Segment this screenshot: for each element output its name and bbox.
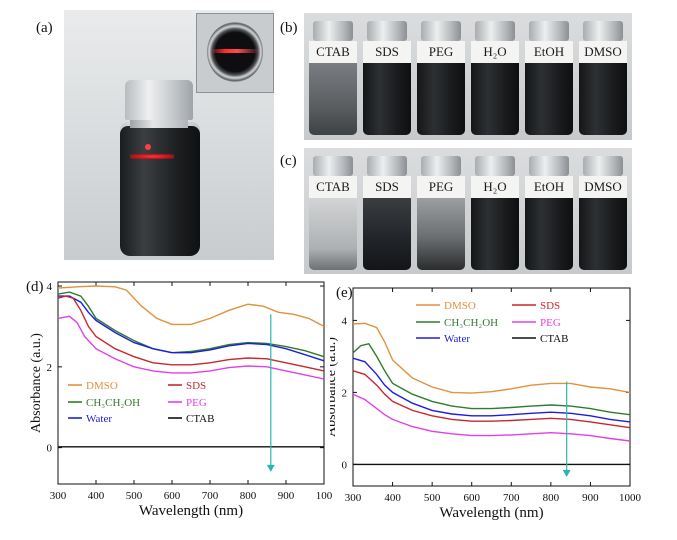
x-tick-label: 500: [424, 492, 441, 504]
x-tick-label: 100: [316, 490, 333, 502]
panel-label-a: (a): [36, 20, 53, 36]
laser-spot: [145, 144, 151, 150]
vial-b-6: DMSO: [579, 21, 627, 135]
series-line-peg: [352, 393, 631, 442]
vial-label: DMSO: [579, 41, 627, 63]
plot-frame: [352, 287, 631, 487]
legend-entry: SDS: [540, 300, 560, 312]
series-line-water: [352, 357, 631, 423]
y-tick-label: 4: [342, 315, 348, 327]
x-tick-label: 900: [582, 492, 599, 504]
x-tick-label: 900: [278, 490, 295, 502]
legend-entry: Water: [86, 413, 112, 425]
y-tick-label: 0: [47, 443, 53, 455]
series-line-water: [58, 295, 325, 362]
inset-laser-beam: [210, 49, 260, 53]
x-axis-label: Wavelength (nm): [139, 503, 243, 519]
series-line-dmso: [352, 322, 631, 394]
legend-entry: Water: [444, 333, 470, 345]
x-tick-label: 800: [543, 492, 560, 504]
y-tick-label: 2: [342, 387, 348, 399]
legend-entry: CH₃CH₂OH: [444, 317, 498, 329]
vial-dark-dispersion: [120, 126, 200, 256]
vial-c-5: EtOH: [525, 156, 573, 270]
series-line-sds: [352, 370, 631, 429]
x-tick-label: 800: [240, 490, 257, 502]
x-tick-label: 600: [164, 490, 181, 502]
series-line-sds: [57, 295, 325, 372]
vial-label: SDS: [363, 41, 411, 63]
series-line-peg: [57, 315, 325, 380]
x-tick-label: 700: [503, 492, 520, 504]
vial-label: H₂O: [471, 41, 519, 63]
vial-threaded-top: [125, 80, 193, 120]
plot-frame: [57, 281, 325, 485]
panel-label-e: (e): [336, 285, 353, 301]
vial-b-5: EtOH: [525, 21, 573, 135]
y-axis-label: Absorbance (a.u.): [330, 337, 339, 437]
x-tick-label: 300: [345, 492, 362, 504]
panel-label-d: (d): [26, 279, 44, 295]
photo-vials-row-c: CTAB SDS PEG H₂O EtOH DMSO: [304, 148, 632, 274]
panel-label-c: (c): [280, 153, 297, 169]
vial-c-4: H₂O: [471, 156, 519, 270]
x-tick-label: 700: [202, 490, 219, 502]
trend-arrow-head: [266, 464, 275, 472]
panel-label-b: (b): [280, 20, 298, 36]
vial-label: CTAB: [309, 176, 357, 198]
legend-entry: CH₃CH₂OH: [86, 397, 140, 409]
photo-vials-row-b: CTAB SDS PEG H₂O EtOH DMSO: [304, 13, 632, 140]
legend-entry: PEG: [186, 397, 207, 409]
vial-label: H₂O: [471, 176, 519, 198]
vial-b-2: SDS: [363, 21, 411, 135]
vial-label: CTAB: [309, 41, 357, 63]
y-tick-label: 4: [47, 281, 53, 293]
legend-entry: SDS: [186, 380, 206, 392]
x-tick-label: 300: [50, 490, 67, 502]
legend-entry: CTAB: [186, 413, 214, 425]
y-tick-label: 0: [342, 459, 348, 471]
legend-entry: DMSO: [86, 380, 118, 392]
vial-b-4: H₂O: [471, 21, 519, 135]
series-line-ch3ch2oh: [352, 343, 631, 416]
x-tick-label: 400: [88, 490, 105, 502]
vial-label: DMSO: [579, 176, 627, 198]
photo-vial-laser: [64, 10, 274, 260]
trend-arrow-head: [562, 470, 571, 477]
laser-beam: [130, 154, 174, 159]
x-tick-label: 500: [126, 490, 143, 502]
vial-c-6: DMSO: [579, 156, 627, 270]
legend-entry: DMSO: [444, 300, 476, 312]
y-tick-label: 2: [47, 362, 53, 374]
vial-label: SDS: [363, 176, 411, 198]
vial-c-1: CTAB: [309, 156, 357, 270]
absorbance-chart-e: (e) 300 400 500 600 700 800 900 1000 0 2 4 Wavelengt…: [330, 285, 642, 521]
vial-label: EtOH: [525, 176, 573, 198]
absorbance-chart-d: (d)300 400 500 600 700 800 900 100024Wavelength…: [26, 279, 333, 519]
vial-c-3: PEG: [417, 156, 465, 270]
x-tick-label: 1000: [619, 492, 642, 504]
vial-b-1: CTAB: [309, 21, 357, 135]
x-tick-label: 600: [463, 492, 480, 504]
x-tick-label: 400: [384, 492, 401, 504]
y-axis-label: Absorbance (a.u.): [29, 333, 44, 433]
vial-c-2: SDS: [363, 156, 411, 270]
vial-label: PEG: [417, 41, 465, 63]
inset-top-view: [196, 13, 274, 93]
vial-label: EtOH: [525, 41, 573, 63]
vial-b-3: PEG: [417, 21, 465, 135]
legend-entry: CTAB: [540, 333, 568, 345]
legend-entry: PEG: [540, 317, 561, 329]
vial-label: PEG: [417, 176, 465, 198]
x-axis-label: Wavelength (nm): [439, 505, 543, 521]
series-line-dmso: [57, 285, 325, 328]
